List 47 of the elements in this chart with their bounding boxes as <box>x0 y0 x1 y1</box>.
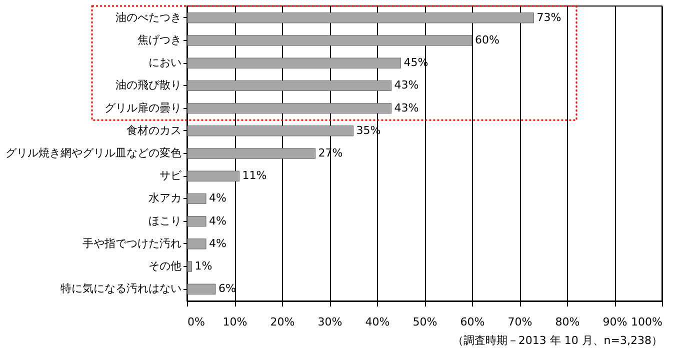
bar <box>186 193 206 204</box>
y-tick-label: 油のべたつき <box>116 10 182 24</box>
x-tick-label: 70% <box>508 316 532 328</box>
y-tick-label: グリル扉の曇り <box>104 101 182 114</box>
data-label: 4% <box>209 192 226 205</box>
bar <box>186 80 392 92</box>
x-tick-label: 10% <box>222 316 248 328</box>
bar <box>186 126 354 136</box>
data-label: 4% <box>209 236 226 250</box>
bar <box>186 148 316 159</box>
y-tick-label: グリル焼き網やグリル皿などの変色 <box>6 146 182 160</box>
y-tick-label: 焦げつき <box>138 33 182 46</box>
bar <box>186 216 206 227</box>
data-label: 1% <box>194 260 212 273</box>
bar <box>186 170 240 182</box>
x-tick-label: 80% <box>555 316 580 328</box>
x-tick-label: 50% <box>412 316 438 328</box>
bar <box>186 238 206 250</box>
data-label: 60% <box>475 33 500 46</box>
y-tick-label: におい <box>148 56 182 70</box>
y-tick-label: ほこり <box>148 214 182 228</box>
bar <box>186 102 392 114</box>
y-tick-label: 手や指でつけた汚れ <box>82 236 182 250</box>
data-label: 11% <box>242 169 267 182</box>
data-label: 43% <box>394 78 419 92</box>
y-tick-label: 食材のカス <box>126 124 182 137</box>
y-tick-label: サビ <box>160 169 182 182</box>
data-label: 43% <box>394 101 419 114</box>
y-tick-label: 油の飛び散り <box>116 78 182 92</box>
data-label: 73% <box>536 10 562 24</box>
bar <box>186 35 472 46</box>
bar <box>186 284 216 294</box>
x-tick-label: 30% <box>318 316 342 328</box>
x-tick-label: 20% <box>270 316 295 328</box>
x-tick-label: 40% <box>365 316 390 328</box>
text: （調査時期－2013 年 10 月、n=3,238） <box>452 334 662 347</box>
data-label: 4% <box>209 214 226 228</box>
data-label: 6% <box>218 282 236 296</box>
x-tick-label: 0% <box>188 316 205 328</box>
bar <box>186 12 534 24</box>
x-tick-label: 100% <box>631 316 662 328</box>
x-tick-label: 60% <box>460 316 485 328</box>
x-tick-label: 90% <box>602 316 628 328</box>
y-tick-label: その他 <box>148 260 182 273</box>
bar <box>186 58 401 68</box>
y-tick-label: 水アカ <box>148 192 182 205</box>
y-tick-label: 特に気になる汚れはない <box>60 282 182 296</box>
